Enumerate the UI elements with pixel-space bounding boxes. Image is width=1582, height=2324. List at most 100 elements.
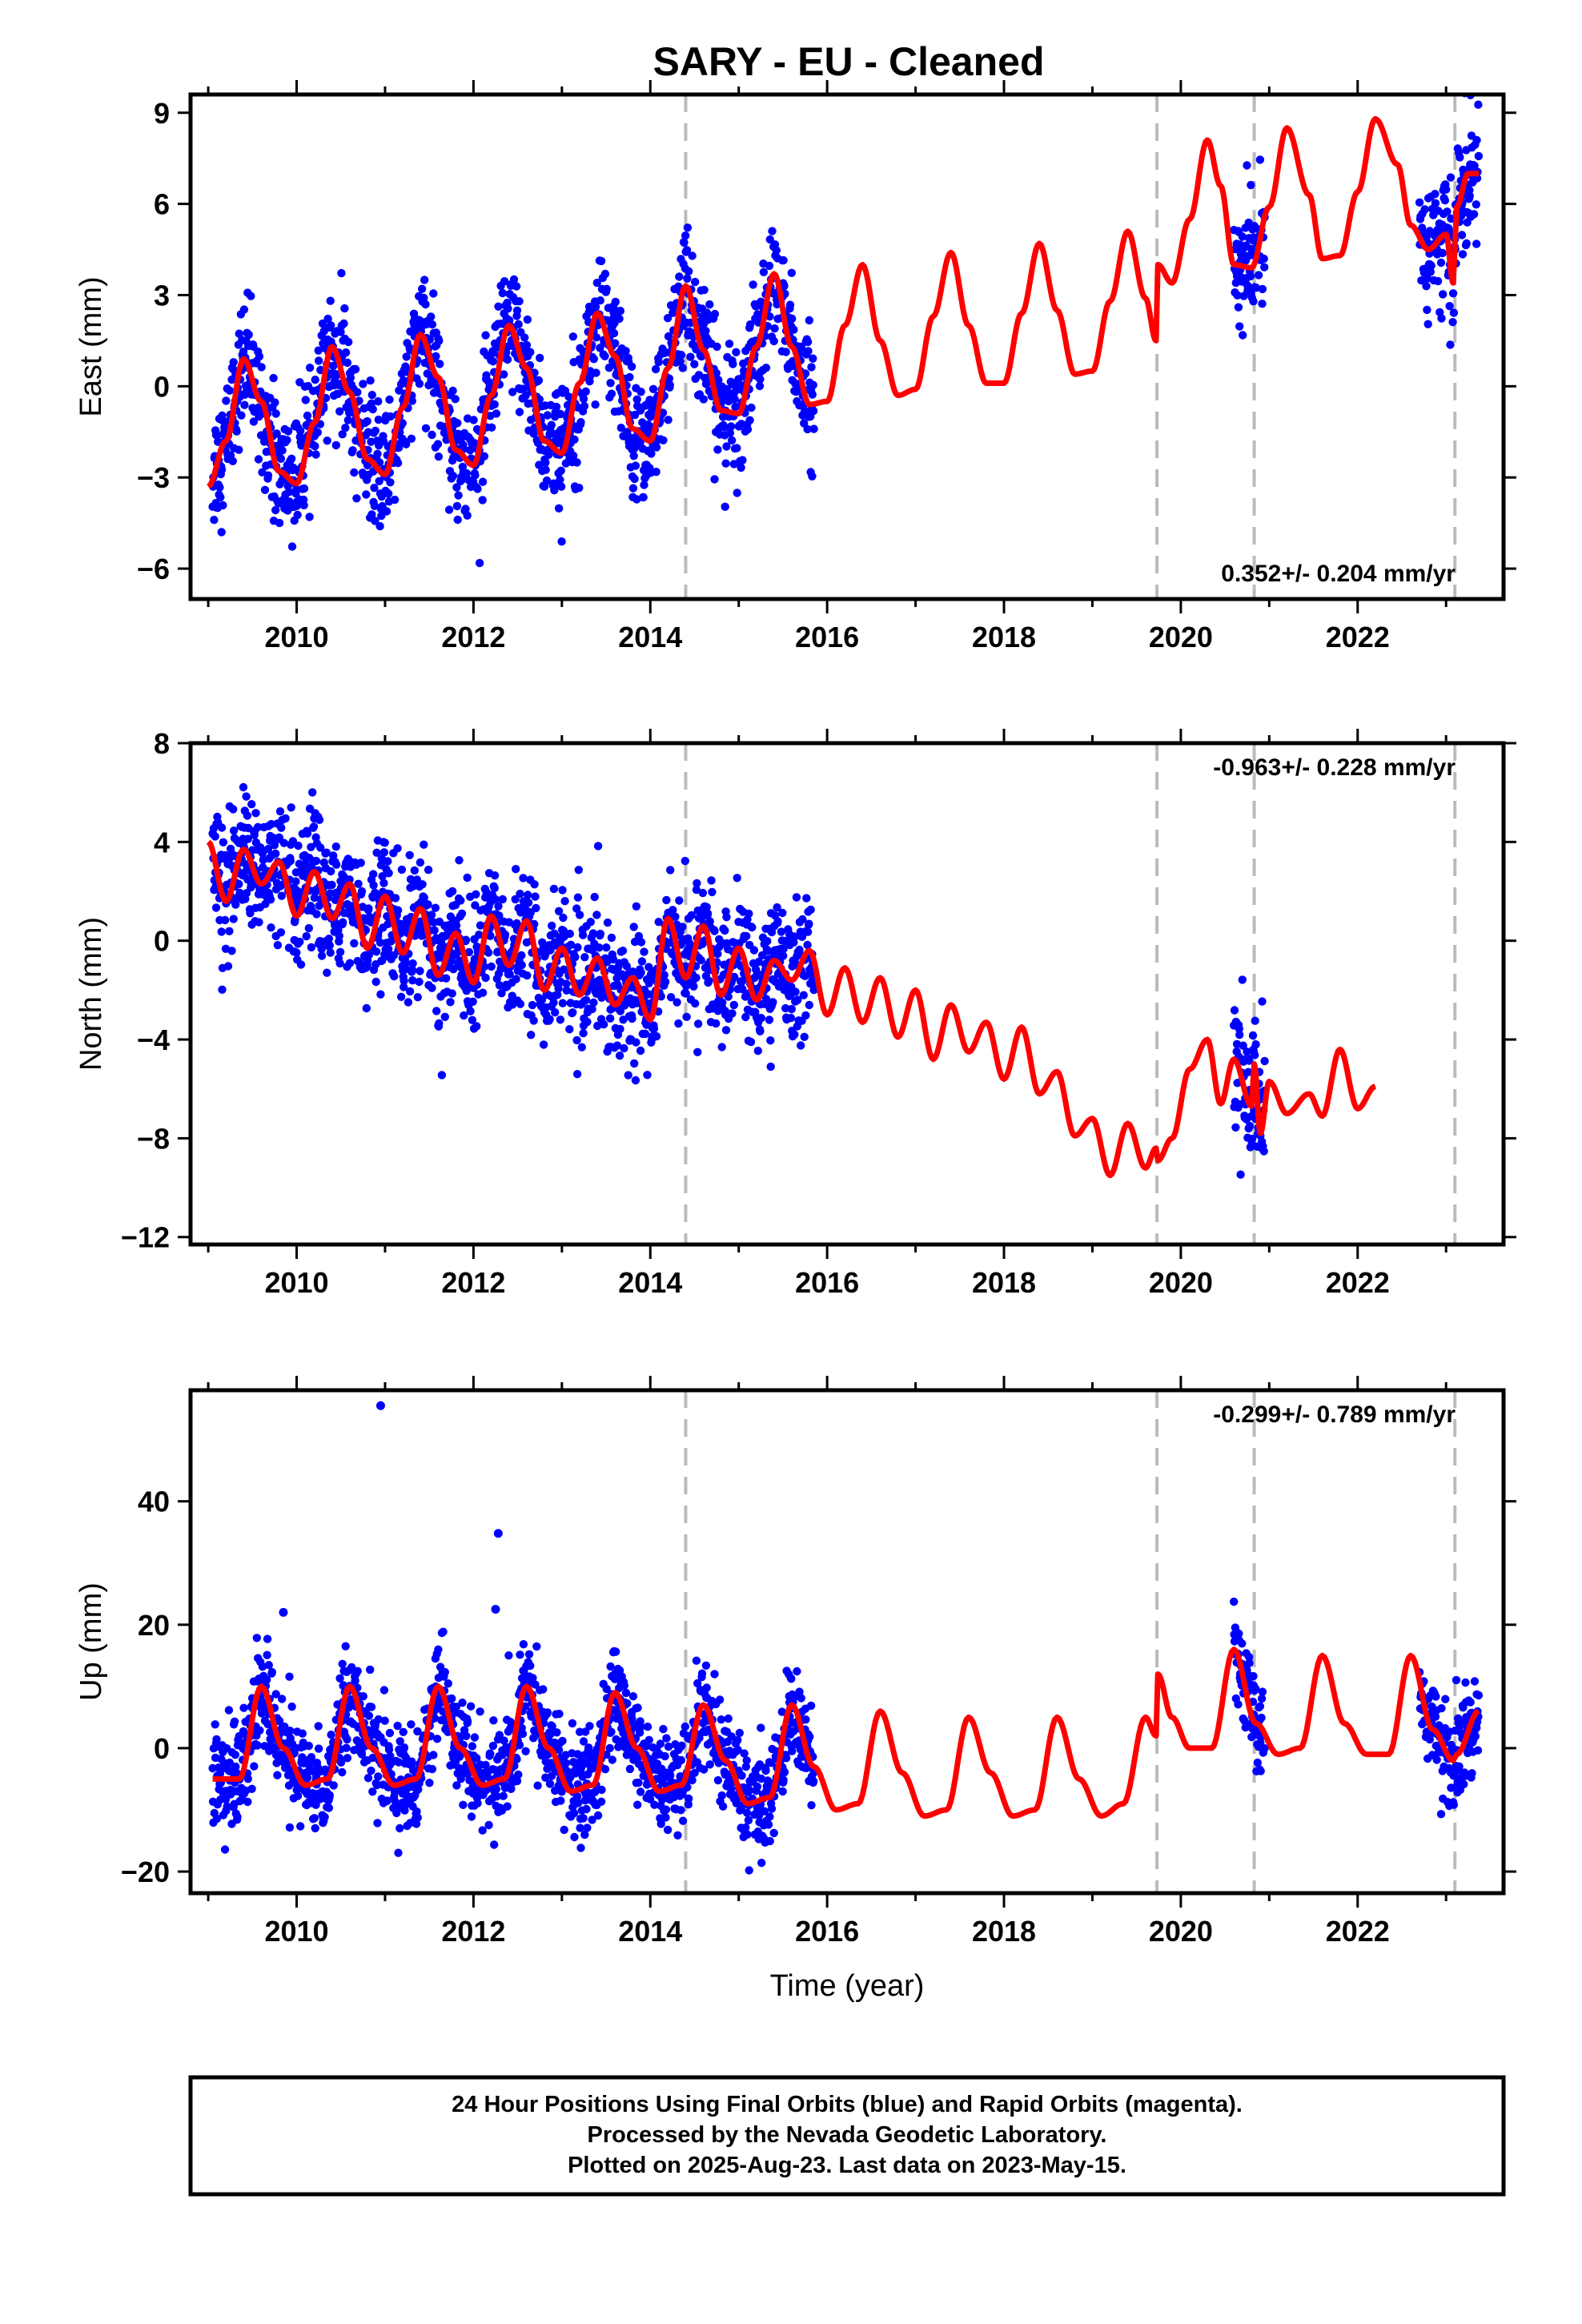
data-point [554, 504, 564, 513]
data-point [427, 312, 436, 321]
data-point [1473, 0, 1481, 4]
data-point [543, 411, 552, 420]
data-point [425, 1779, 434, 1787]
data-point [1450, 0, 1458, 4]
data-point [803, 940, 812, 950]
data-point [467, 1812, 476, 1821]
data-point [520, 333, 529, 342]
data-point [803, 424, 812, 434]
y-axis-label: North (mm) [74, 917, 108, 1071]
data-point [335, 1674, 344, 1683]
data-point [421, 424, 431, 432]
data-point [434, 452, 444, 461]
data-point [293, 510, 302, 520]
data-point [1456, 0, 1464, 4]
data-point [675, 272, 684, 281]
data-point [462, 1731, 471, 1740]
data-point [768, 227, 777, 235]
data-point [1469, 0, 1477, 4]
data-point [764, 1820, 773, 1829]
data-point [400, 1743, 409, 1752]
data-point [1449, 0, 1457, 4]
x-tick-label: 2012 [441, 621, 505, 653]
plot-frame [188, 92, 1506, 601]
data-point [353, 1667, 362, 1675]
data-point [1466, 0, 1474, 4]
data-point [692, 973, 701, 983]
data-point [227, 947, 236, 955]
data-point [1468, 0, 1476, 4]
data-point [552, 402, 561, 412]
data-point [272, 429, 281, 438]
data-point [413, 1813, 422, 1822]
data-point [678, 923, 687, 931]
data-point [404, 998, 413, 1007]
data-point [231, 900, 240, 909]
data-point [698, 888, 708, 898]
data-point [1255, 155, 1265, 164]
data-point [472, 890, 480, 899]
data-point [446, 998, 455, 1007]
data-point [428, 1764, 437, 1774]
y-axis-label: East (mm) [74, 276, 108, 416]
data-point [210, 516, 219, 525]
data-point [1419, 0, 1427, 4]
data-point [275, 807, 285, 816]
data-point [1433, 0, 1441, 4]
data-point [1430, 0, 1438, 4]
data-point [444, 1679, 452, 1688]
data-point [749, 946, 759, 955]
data-point [1443, 0, 1451, 4]
data-point [746, 1037, 756, 1047]
data-point [342, 1743, 351, 1752]
data-point [385, 1728, 395, 1738]
data-point [512, 865, 520, 874]
data-point [731, 402, 740, 412]
data-point [326, 948, 335, 957]
data-point [1471, 0, 1479, 4]
data-point [1251, 1051, 1259, 1059]
data-point [466, 1702, 476, 1711]
data-point [738, 456, 747, 464]
data-point [313, 428, 322, 437]
data-point [386, 1751, 395, 1761]
data-point [1442, 0, 1450, 4]
data-point [468, 997, 477, 1007]
data-point [1469, 210, 1479, 219]
data-point [1459, 0, 1467, 4]
data-point [263, 1651, 271, 1659]
data-point [481, 1760, 490, 1770]
data-point [1425, 0, 1433, 4]
x-tick-label: 2022 [1326, 621, 1390, 653]
data-point [574, 1798, 583, 1807]
data-point [710, 475, 719, 484]
data-point [627, 362, 636, 371]
data-point [279, 838, 288, 847]
data-point [524, 899, 533, 907]
data-point [666, 1771, 675, 1780]
data-point [759, 267, 769, 276]
data-point [1447, 0, 1456, 4]
data-point [596, 296, 604, 305]
data-point [384, 945, 393, 954]
data-point [1231, 1123, 1240, 1132]
data-point [591, 303, 600, 312]
data-point [725, 428, 735, 437]
data-point [384, 869, 393, 878]
data-point [1423, 0, 1431, 4]
data-point [393, 1721, 402, 1731]
data-point [693, 879, 701, 888]
data-point [1458, 0, 1466, 4]
data-point [766, 1062, 775, 1072]
x-tick-label: 2012 [441, 1266, 505, 1299]
data-point [1433, 0, 1441, 4]
data-point [1456, 153, 1464, 162]
data-point [1462, 239, 1472, 248]
data-point [472, 1754, 481, 1763]
data-point [593, 1811, 603, 1820]
panel-east: 2010 2012 2014 2016 2018 2020 2022−6−30369East… [74, 80, 1516, 653]
data-point [745, 1786, 754, 1795]
data-point [418, 880, 427, 889]
data-point [1238, 975, 1247, 984]
data-point [371, 517, 379, 525]
